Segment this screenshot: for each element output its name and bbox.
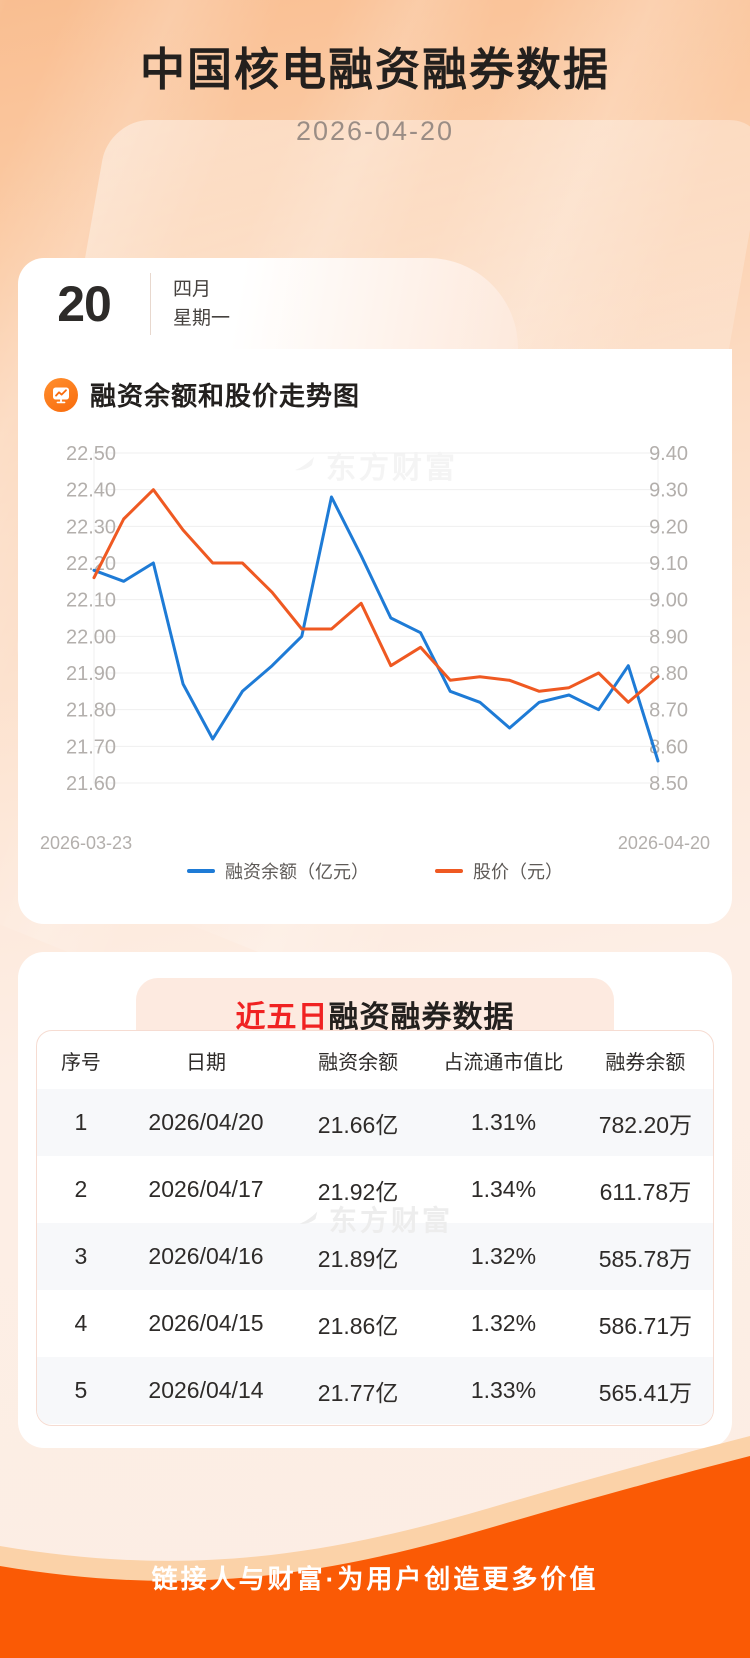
table-cell-short-balance: 782.20万 <box>598 1111 693 1138</box>
svg-text:21.80: 21.80 <box>66 700 116 722</box>
svg-text:21.70: 21.70 <box>66 736 116 758</box>
table-title-rest: 融资融券数据 <box>328 1001 515 1034</box>
table-row: 5 2026/04/14 21.77亿 1.33% 565.41万 <box>37 1357 713 1424</box>
chart-title: 融资余额和股价走势图 <box>90 381 361 411</box>
table-col-header-2: 融资余额 <box>318 1051 399 1074</box>
table-card: 近五日融资融券数据 东方财富 序号 日期 融资余额 占流通市值比 融券余额 1 2026/… <box>18 952 732 1448</box>
page-subtitle-date: 2026-04-20 <box>295 116 455 147</box>
table-col-header-4: 融券余额 <box>605 1051 686 1074</box>
table-cell-short-balance: 586.71万 <box>598 1312 693 1339</box>
table-cell-date: 2026/04/14 <box>148 1377 264 1403</box>
svg-text:8.90: 8.90 <box>649 626 688 648</box>
svg-text:22.20: 22.20 <box>66 553 116 575</box>
svg-text:9.10: 9.10 <box>649 553 688 575</box>
legend-swatch-price <box>435 869 463 873</box>
table-cell-short-balance: 565.41万 <box>598 1379 693 1406</box>
table-cell-index: 5 <box>74 1377 88 1403</box>
table-title-highlight: 近五日 <box>235 1001 329 1034</box>
page-footer: 链接人与财富·为用户创造更多价值 <box>0 1428 750 1658</box>
table-cell-ratio: 1.32% <box>470 1310 537 1336</box>
table-col-header-3: 占流通市值比 <box>443 1051 564 1074</box>
margin-data-table: 序号 日期 融资余额 占流通市值比 融券余额 1 2026/04/20 21.66亿 1.31… <box>37 1031 713 1424</box>
table-row: 2 2026/04/17 21.92亿 1.34% 611.78万 <box>37 1156 713 1223</box>
svg-text:22.10: 22.10 <box>66 590 116 612</box>
chart-card-header: 融资余额和股价走势图 <box>18 350 732 413</box>
legend-label-margin: 融资余额（亿元） <box>225 862 369 882</box>
table-cell-ratio: 1.33% <box>470 1377 537 1403</box>
svg-text:22.40: 22.40 <box>66 480 116 502</box>
table-col-header-1: 日期 <box>185 1051 226 1074</box>
table-cell-ratio: 1.32% <box>470 1243 537 1269</box>
chart-card: 融资余额和股价走势图 东方财富 22.50 22.40 22.30 22.20 22.1… <box>18 349 732 924</box>
svg-text:9.30: 9.30 <box>649 480 688 502</box>
table-cell-margin-balance: 21.66亿 <box>317 1111 399 1138</box>
chart-series-margin <box>92 495 660 763</box>
svg-text:22.30: 22.30 <box>66 516 116 538</box>
table-cell-ratio: 1.34% <box>470 1176 537 1202</box>
svg-text:8.80: 8.80 <box>649 663 688 685</box>
legend-label-price: 股价（元） <box>473 862 563 882</box>
table-row: 4 2026/04/15 21.86亿 1.32% 586.71万 <box>37 1290 713 1357</box>
table-cell-margin-balance: 21.86亿 <box>317 1312 399 1339</box>
svg-text:21.90: 21.90 <box>66 663 116 685</box>
table-cell-ratio: 1.31% <box>470 1109 537 1135</box>
legend-item-price: 股价（元） <box>435 858 563 884</box>
svg-text:9.00: 9.00 <box>649 590 688 612</box>
date-card: 20 四月 星期一 <box>18 258 518 350</box>
table-cell-index: 4 <box>74 1310 88 1336</box>
table-body: 1 2026/04/20 21.66亿 1.31% 782.20万 2 2026/04/17… <box>37 1089 713 1424</box>
date-meta: 四月 星期一 <box>151 275 230 334</box>
table-cell-date: 2026/04/15 <box>148 1310 264 1336</box>
date-divider <box>150 273 151 335</box>
table-cell-short-balance: 585.78万 <box>598 1245 693 1272</box>
date-weekday: 星期一 <box>173 308 231 329</box>
table-cell-short-balance: 611.78万 <box>599 1178 692 1205</box>
page-title: 中国核电融资融券数据 <box>139 44 610 95</box>
legend-item-margin: 融资余额（亿元） <box>187 858 369 884</box>
chart-plot-area: 东方财富 22.50 22.40 22.30 22.20 22.10 22.00 21.90… <box>40 431 710 882</box>
table-cell-margin-balance: 21.77亿 <box>317 1379 399 1406</box>
svg-text:9.20: 9.20 <box>649 516 688 538</box>
svg-text:8.60: 8.60 <box>649 736 688 758</box>
svg-text:8.70: 8.70 <box>649 700 688 722</box>
chart-monitor-icon <box>44 377 78 412</box>
table-cell-index: 3 <box>74 1243 88 1269</box>
svg-text:21.60: 21.60 <box>66 773 116 795</box>
svg-text:9.40: 9.40 <box>649 443 688 465</box>
chart-series-price <box>92 488 660 704</box>
table-row: 3 2026/04/16 21.89亿 1.32% 585.78万 <box>37 1223 713 1290</box>
table-header-row: 序号 日期 融资余额 占流通市值比 融券余额 <box>37 1031 713 1089</box>
page-header: 中国核电融资融券数据 2026-04-20 <box>0 0 750 147</box>
table-cell-date: 2026/04/16 <box>148 1243 264 1269</box>
x-axis-end-label: 2026-04-20 <box>617 833 710 853</box>
table-row: 1 2026/04/20 21.66亿 1.31% 782.20万 <box>37 1089 713 1156</box>
footer-wave <box>0 1436 750 1658</box>
table-cell-index: 1 <box>74 1109 88 1135</box>
content-sheet: 20 四月 星期一 融资余额和股价走势图 东方财富 <box>18 258 732 1448</box>
x-axis-start-label: 2026-03-23 <box>40 833 133 853</box>
svg-text:8.50: 8.50 <box>649 773 688 795</box>
chart-legend: 融资余额（亿元） 股价（元） <box>40 858 710 884</box>
date-day: 20 <box>57 276 112 332</box>
table-col-header-0: 序号 <box>60 1051 101 1074</box>
table-cell-date: 2026/04/20 <box>148 1109 264 1135</box>
svg-text:22.50: 22.50 <box>66 443 116 465</box>
footer-slogan: 链接人与财富·为用户创造更多价值 <box>151 1564 599 1594</box>
table-title: 近五日融资融券数据 <box>236 992 515 1036</box>
table-cell-margin-balance: 21.89亿 <box>317 1245 399 1272</box>
svg-text:22.00: 22.00 <box>66 626 116 648</box>
table-cell-index: 2 <box>74 1176 88 1202</box>
chart-svg: 22.50 22.40 22.30 22.20 22.10 22.00 21.90 21.80… <box>66 443 688 795</box>
legend-swatch-margin <box>187 869 215 873</box>
margin-data-table-box: 东方财富 序号 日期 融资余额 占流通市值比 融券余额 1 2026/04/20 21.66… <box>36 1030 714 1426</box>
table-cell-margin-balance: 21.92亿 <box>317 1178 399 1205</box>
date-month: 四月 <box>173 278 212 300</box>
table-cell-date: 2026/04/17 <box>148 1176 264 1202</box>
